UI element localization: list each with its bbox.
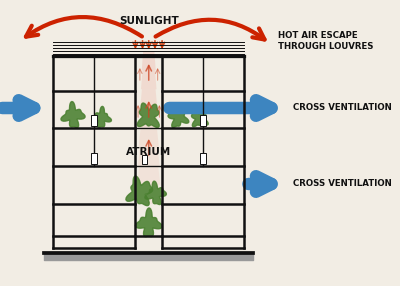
Bar xyxy=(200,153,206,164)
Polygon shape xyxy=(92,106,111,127)
Polygon shape xyxy=(136,185,161,204)
Polygon shape xyxy=(192,108,208,127)
Polygon shape xyxy=(137,166,160,185)
Text: ATRIUM: ATRIUM xyxy=(126,147,171,157)
Text: SUNLIGHT: SUNLIGHT xyxy=(119,16,179,26)
Text: HOT AIR ESCAPE
THROUGH LOUVRES: HOT AIR ESCAPE THROUGH LOUVRES xyxy=(278,31,373,51)
Polygon shape xyxy=(140,89,157,108)
Polygon shape xyxy=(142,51,156,70)
Polygon shape xyxy=(140,108,158,128)
Bar xyxy=(200,115,206,126)
Bar xyxy=(142,155,147,164)
Polygon shape xyxy=(145,181,166,204)
Polygon shape xyxy=(168,105,189,128)
Polygon shape xyxy=(61,102,85,128)
Text: CROSS VENTILATION: CROSS VENTILATION xyxy=(293,180,392,188)
Polygon shape xyxy=(126,176,153,206)
Polygon shape xyxy=(139,128,159,147)
Polygon shape xyxy=(138,147,160,166)
Polygon shape xyxy=(141,70,156,89)
Text: CROSS VENTILATION: CROSS VENTILATION xyxy=(293,104,392,112)
Bar xyxy=(90,115,97,126)
Polygon shape xyxy=(135,208,162,237)
Polygon shape xyxy=(137,103,159,128)
Bar xyxy=(90,153,97,164)
